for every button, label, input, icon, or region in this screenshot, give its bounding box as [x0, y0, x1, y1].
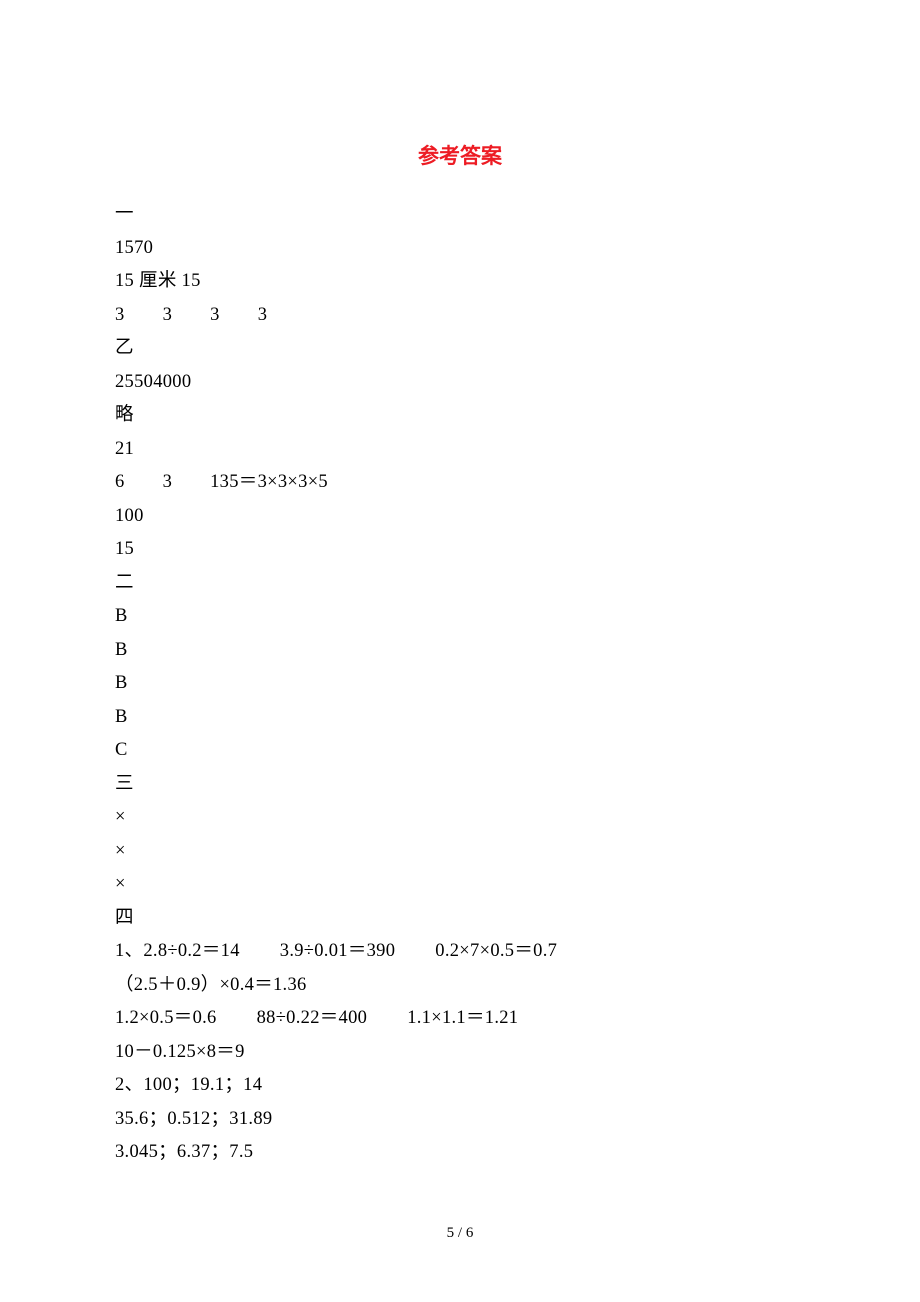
answer-value: 1.1×1.1＝1.21	[407, 1008, 518, 1028]
answer-line: 6 3 135＝3×3×3×5	[115, 466, 805, 500]
answer-line: ×	[115, 801, 805, 835]
answer-line: 100	[115, 500, 805, 534]
answer-line: 35.6；0.512；31.89	[115, 1103, 805, 1137]
answer-line: B	[115, 600, 805, 634]
answer-line: B	[115, 701, 805, 735]
answer-line: 乙	[115, 332, 805, 366]
answer-line: 3 3 3 3	[115, 299, 805, 333]
answer-value: 3	[258, 305, 268, 325]
answer-line: 25504000	[115, 366, 805, 400]
answer-line: 15 厘米 15	[115, 265, 805, 299]
answer-line: 21	[115, 433, 805, 467]
answer-line: 10－0.125×8＝9	[115, 1036, 805, 1070]
answer-value: 3.9÷0.01＝390	[280, 941, 396, 961]
answer-line: 二	[115, 567, 805, 601]
answer-value: 1、2.8÷0.2＝14	[115, 941, 240, 961]
answer-line: ×	[115, 835, 805, 869]
answer-line: 1570	[115, 232, 805, 266]
answer-value: 0.2×7×0.5＝0.7	[435, 941, 557, 961]
document-page: 参考答案 一 1570 15 厘米 15 3 3 3 3 乙 25504000 略 2…	[0, 0, 920, 1170]
page-number: 5 / 6	[0, 1225, 920, 1242]
answer-line: 3.045；6.37；7.5	[115, 1136, 805, 1170]
page-title: 参考答案	[115, 140, 805, 170]
answer-line: 略	[115, 399, 805, 433]
answer-value: 3	[163, 305, 173, 325]
answer-line: 1、2.8÷0.2＝14 3.9÷0.01＝390 0.2×7×0.5＝0.7	[115, 935, 805, 969]
answer-value: 3	[163, 472, 173, 492]
answer-line: 一	[115, 198, 805, 232]
answer-line: 三	[115, 768, 805, 802]
answer-line: B	[115, 667, 805, 701]
answer-value: 3	[210, 305, 220, 325]
answer-line: 2、100；19.1；14	[115, 1069, 805, 1103]
answer-line: 1.2×0.5＝0.6 88÷0.22＝400 1.1×1.1＝1.21	[115, 1002, 805, 1036]
answer-value: 88÷0.22＝400	[257, 1008, 368, 1028]
answer-value: 1.2×0.5＝0.6	[115, 1008, 217, 1028]
answer-line: B	[115, 634, 805, 668]
answer-line: 15	[115, 533, 805, 567]
answer-value: 135＝3×3×3×5	[210, 472, 328, 492]
answer-line: 四	[115, 902, 805, 936]
answer-line: （2.5＋0.9）×0.4＝1.36	[115, 969, 805, 1003]
answer-line: C	[115, 734, 805, 768]
answer-value: 6	[115, 472, 125, 492]
answer-line: ×	[115, 868, 805, 902]
answer-value: 3	[115, 305, 125, 325]
